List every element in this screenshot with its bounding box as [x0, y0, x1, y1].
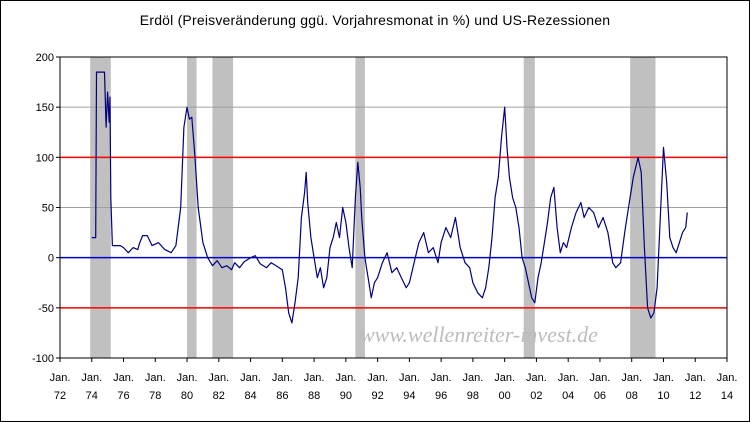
x-tick-year-10: 10	[657, 390, 669, 402]
x-tick-year-96: 96	[435, 390, 447, 402]
x-axis: Jan. 72 Jan. 74 Jan. 76 Jan. 78 Jan. 80 Jan. 82 Jan.…	[50, 358, 738, 402]
x-tick-year-98: 98	[467, 390, 479, 402]
x-tick-year-88: 88	[308, 390, 320, 402]
x-tick-year-02: 02	[530, 390, 542, 402]
y-tick-label-100: 100	[36, 152, 54, 164]
x-tick-year-08: 08	[626, 390, 638, 402]
x-tick-label-88: Jan.	[304, 372, 325, 384]
chart-title: Erdöl (Preisveränderung ggü. Vorjahresmo…	[139, 12, 611, 28]
y-tick-label-50: 50	[42, 203, 54, 215]
x-tick-label-12: Jan.	[685, 372, 706, 384]
x-tick-year-92: 92	[371, 390, 383, 402]
x-tick-label-76: Jan.	[113, 372, 134, 384]
x-tick-year-14: 14	[721, 390, 733, 402]
x-tick-label-82: Jan.	[208, 372, 229, 384]
y-tick-label-150: 150	[36, 102, 54, 114]
watermark-text: www.wellenreiter-invest.de	[360, 322, 598, 347]
x-tick-year-00: 00	[499, 390, 511, 402]
x-tick-label-96: Jan.	[431, 372, 452, 384]
x-tick-label-94: Jan.	[399, 372, 420, 384]
x-tick-year-78: 78	[149, 390, 161, 402]
x-tick-label-84: Jan.	[240, 372, 261, 384]
grid-lines	[60, 106, 727, 309]
x-tick-label-90: Jan.	[335, 372, 356, 384]
y-tick-label--50: -50	[38, 303, 54, 315]
y-tick-label-0: 0	[48, 253, 54, 265]
y-tick-label-200: 200	[36, 52, 54, 64]
x-tick-label-80: Jan.	[177, 372, 198, 384]
x-tick-year-86: 86	[276, 390, 288, 402]
x-tick-year-94: 94	[403, 390, 415, 402]
x-tick-year-04: 04	[562, 390, 574, 402]
x-tick-label-02: Jan.	[526, 372, 547, 384]
x-tick-label-06: Jan.	[590, 372, 611, 384]
x-tick-label-10: Jan.	[653, 372, 674, 384]
y-axis: -100 -50 0 50 100 150 200	[32, 52, 60, 365]
x-tick-label-72: Jan.	[50, 372, 71, 384]
y-tick-label--100: -100	[32, 353, 54, 365]
x-tick-label-78: Jan.	[145, 372, 166, 384]
x-tick-year-76: 76	[117, 390, 129, 402]
x-tick-label-74: Jan.	[81, 372, 102, 384]
x-tick-label-98: Jan.	[463, 372, 484, 384]
series-line-0	[91, 71, 688, 324]
x-tick-label-00: Jan.	[494, 372, 515, 384]
x-tick-year-90: 90	[340, 390, 352, 402]
x-tick-year-80: 80	[181, 390, 193, 402]
x-tick-label-14: Jan.	[717, 372, 738, 384]
x-tick-year-12: 12	[689, 390, 701, 402]
x-tick-year-72: 72	[54, 390, 66, 402]
series-group	[91, 71, 688, 324]
x-tick-label-04: Jan.	[558, 372, 579, 384]
x-tick-label-86: Jan.	[272, 372, 293, 384]
x-tick-label-08: Jan.	[621, 372, 642, 384]
reference-lines	[60, 156, 727, 309]
x-tick-year-82: 82	[213, 390, 225, 402]
x-tick-year-84: 84	[244, 390, 256, 402]
x-tick-year-74: 74	[86, 390, 98, 402]
x-tick-year-06: 06	[594, 390, 606, 402]
x-tick-label-92: Jan.	[367, 372, 388, 384]
